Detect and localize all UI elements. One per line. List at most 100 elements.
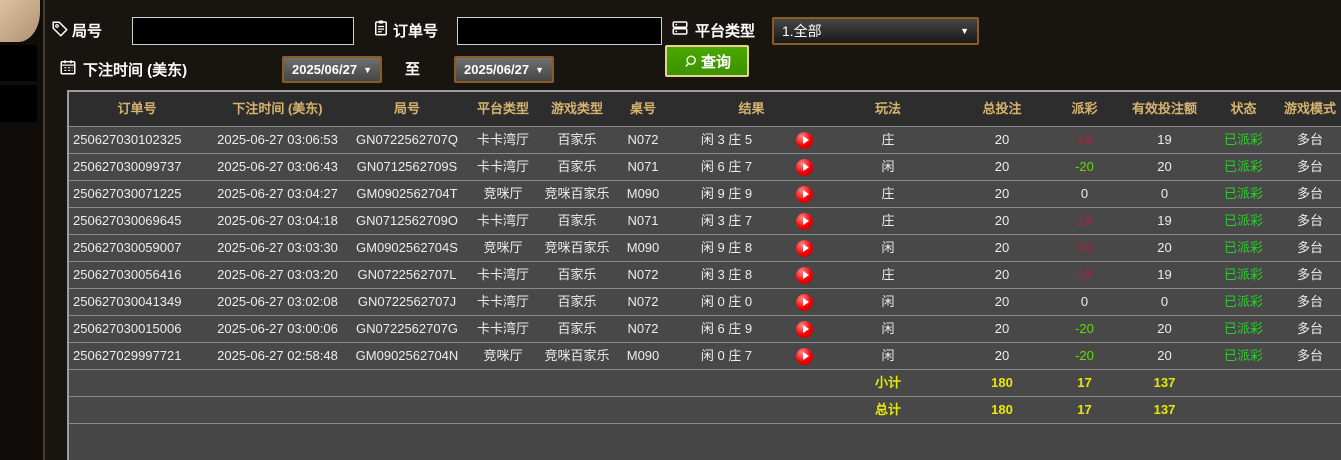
cell-table-no: M090 xyxy=(626,240,660,255)
cell-valid-bet: 20 xyxy=(1157,240,1172,255)
cell-play: 庄 xyxy=(881,267,895,282)
cell-table-no: M090 xyxy=(626,186,660,201)
subtotal-total-bet: 180 xyxy=(991,375,1013,390)
cell-order-no: 250627029997721 xyxy=(73,348,182,363)
cell-bet-time: 2025-06-27 03:03:20 xyxy=(217,267,338,282)
table-row: 250627030069645 2025-06-27 03:04:18 GN07… xyxy=(69,207,1341,234)
cell-valid-bet: 0 xyxy=(1160,186,1169,201)
cell-play: 庄 xyxy=(881,186,895,201)
server-icon xyxy=(671,19,689,37)
grand-total-payout: 17 xyxy=(1077,402,1092,417)
replay-button[interactable] xyxy=(779,343,829,369)
round-no-input[interactable] xyxy=(132,17,354,45)
replay-button[interactable] xyxy=(779,316,829,342)
table-row: 250627030015006 2025-06-27 03:00:06 GN07… xyxy=(69,315,1341,342)
col-header-table-no: 桌号 xyxy=(629,101,656,116)
cell-platform: 卡卡湾厅 xyxy=(476,321,529,336)
cell-game-type: 竞咪百家乐 xyxy=(544,186,610,201)
cell-total-bet: 20 xyxy=(994,240,1010,255)
cell-status: 已派彩 xyxy=(1223,213,1263,228)
platform-type-select[interactable]: 1.全部 xyxy=(772,17,979,45)
play-icon xyxy=(795,266,813,284)
grand-total-valid-bet: 137 xyxy=(1153,402,1176,417)
search-button[interactable]: 查询 xyxy=(665,45,749,77)
play-icon xyxy=(795,320,813,338)
cell-order-no: 250627030069645 xyxy=(73,213,182,228)
replay-button[interactable] xyxy=(779,127,829,153)
cell-payout: 0 xyxy=(1080,186,1089,201)
cell-total-bet: 20 xyxy=(994,267,1010,282)
play-icon xyxy=(795,293,813,311)
cell-payout: 19 xyxy=(1077,132,1092,147)
cell-round-no: GN0722562707L xyxy=(357,267,457,282)
col-header-game-type: 游戏类型 xyxy=(550,101,603,116)
cell-payout: 0 xyxy=(1080,294,1089,309)
cell-result: 闲 6 庄 9 xyxy=(700,321,753,336)
window-edge-tab xyxy=(0,0,40,42)
cell-order-no: 250627030071225 xyxy=(73,186,182,201)
cell-game-type: 百家乐 xyxy=(557,294,597,309)
play-icon xyxy=(795,347,813,365)
tag-icon xyxy=(51,20,69,38)
replay-button[interactable] xyxy=(779,154,829,180)
col-header-game-mode: 游戏模式 xyxy=(1283,101,1336,116)
results-table: 订单号 下注时间 (美东) 局号 平台类型 游戏类型 桌号 结果 玩法 总投注 … xyxy=(67,90,1341,460)
cell-round-no: GN0712562709S xyxy=(356,159,458,174)
cell-mode: 多台 xyxy=(1296,159,1323,174)
col-header-valid-bet: 有效投注额 xyxy=(1131,101,1197,116)
main-panel: 局号 订单号 平台类型 1.全部 下注时间 (美东) 2025/06/27 至 … xyxy=(43,0,1341,460)
cell-bet-time: 2025-06-27 03:04:18 xyxy=(217,213,338,228)
replay-button[interactable] xyxy=(779,181,829,207)
table-row: 250627030099737 2025-06-27 03:06:43 GN07… xyxy=(69,153,1341,180)
col-header-total-bet: 总投注 xyxy=(982,101,1022,116)
chevron-down-icon xyxy=(363,65,372,75)
table-row: 250627030059007 2025-06-27 03:03:30 GM09… xyxy=(69,234,1341,261)
play-icon xyxy=(795,158,813,176)
replay-button[interactable] xyxy=(779,208,829,234)
cell-platform: 竞咪厅 xyxy=(483,240,523,255)
platform-type-label: 平台类型 xyxy=(695,23,756,40)
cell-table-no: M090 xyxy=(626,348,660,363)
cell-payout: -20 xyxy=(1075,159,1094,174)
cell-mode: 多台 xyxy=(1296,267,1323,282)
table-row: 250627030071225 2025-06-27 03:04:27 GM09… xyxy=(69,180,1341,207)
replay-button[interactable] xyxy=(779,262,829,288)
cell-play: 闲 xyxy=(881,159,895,174)
subtotal-valid-bet: 137 xyxy=(1153,375,1176,390)
cell-valid-bet: 20 xyxy=(1157,159,1172,174)
col-header-result: 结果 xyxy=(738,101,765,116)
cell-valid-bet: 0 xyxy=(1160,294,1169,309)
date-from-value: 2025/06/27 xyxy=(292,62,358,77)
cell-status: 已派彩 xyxy=(1223,321,1263,336)
play-icon xyxy=(795,212,813,230)
cell-play: 庄 xyxy=(881,132,895,147)
cell-valid-bet: 20 xyxy=(1157,348,1172,363)
cell-play: 闲 xyxy=(881,348,895,363)
cell-platform: 卡卡湾厅 xyxy=(476,294,529,309)
cell-round-no: GM0902562704S xyxy=(356,240,458,255)
cell-order-no: 250627030056416 xyxy=(73,267,182,282)
col-header-platform: 平台类型 xyxy=(476,101,529,116)
order-no-input[interactable] xyxy=(457,17,662,45)
cell-play: 闲 xyxy=(881,240,895,255)
cell-bet-time: 2025-06-27 02:58:48 xyxy=(217,348,338,363)
cell-bet-time: 2025-06-27 03:04:27 xyxy=(217,186,338,201)
cell-bet-time: 2025-06-27 03:06:53 xyxy=(217,132,338,147)
date-from-picker[interactable]: 2025/06/27 xyxy=(282,56,382,83)
search-button-label: 查询 xyxy=(700,53,731,71)
cell-round-no: GN0722562707G xyxy=(356,321,458,336)
cell-mode: 多台 xyxy=(1296,213,1323,228)
chevron-down-icon xyxy=(535,65,544,75)
play-icon xyxy=(795,239,813,257)
replay-button[interactable] xyxy=(779,289,829,315)
cell-payout: 19 xyxy=(1077,213,1092,228)
table-body: 250627030102325 2025-06-27 03:06:53 GN07… xyxy=(69,126,1341,369)
replay-button[interactable] xyxy=(779,235,829,261)
magnifier-icon xyxy=(685,55,696,67)
cell-total-bet: 20 xyxy=(994,186,1010,201)
cell-platform: 卡卡湾厅 xyxy=(476,267,529,282)
cell-round-no: GN0712562709O xyxy=(356,213,458,228)
cell-table-no: N072 xyxy=(627,294,659,309)
date-to-picker[interactable]: 2025/06/27 xyxy=(454,56,554,83)
